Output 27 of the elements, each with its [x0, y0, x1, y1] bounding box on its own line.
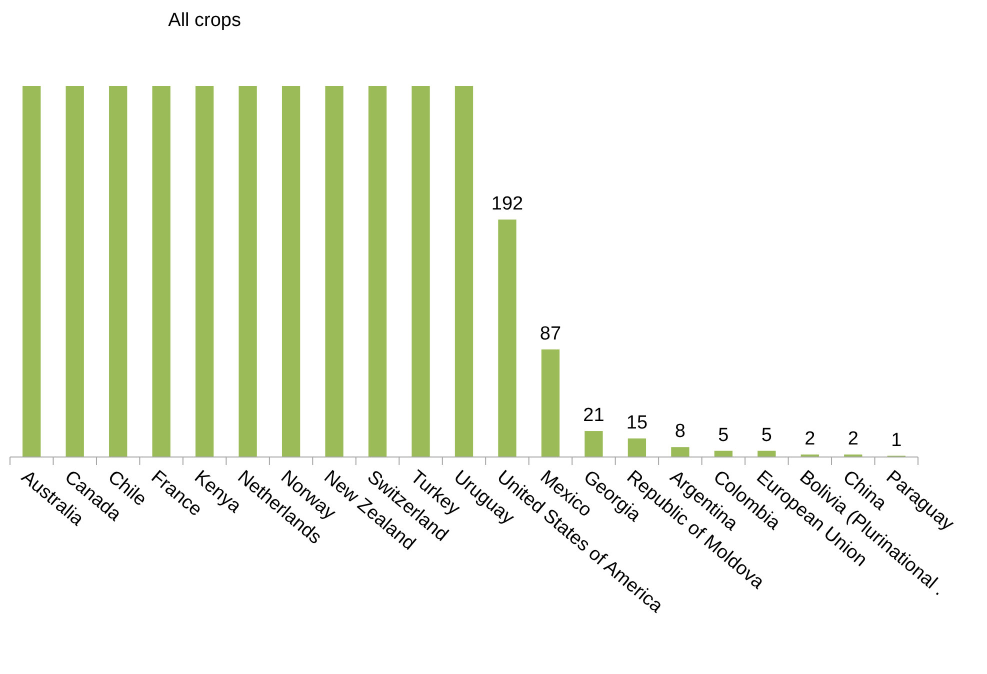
data-label: 87	[540, 323, 562, 344]
bar	[498, 220, 516, 457]
bar	[66, 86, 84, 457]
data-label: 192	[491, 194, 524, 215]
data-label: 5	[761, 424, 772, 446]
bar	[22, 86, 41, 457]
data-label: 8	[674, 421, 686, 442]
data-label: 15	[626, 412, 648, 434]
text: All crops	[168, 10, 241, 31]
data-label: 5	[718, 424, 729, 446]
bar	[238, 86, 257, 457]
data-label: 1	[891, 430, 902, 451]
bar	[325, 86, 344, 457]
data-label: 2	[848, 428, 858, 450]
bar	[628, 438, 646, 457]
bar	[671, 447, 690, 457]
bar	[368, 86, 387, 457]
bar	[454, 86, 474, 457]
bar	[195, 86, 214, 457]
bar	[282, 86, 300, 457]
bar	[541, 349, 560, 457]
bar	[109, 86, 128, 457]
bar	[584, 431, 603, 457]
data-label: 2	[804, 428, 816, 450]
bar	[412, 86, 430, 457]
data-label: 21	[583, 405, 604, 426]
bar	[152, 86, 170, 457]
